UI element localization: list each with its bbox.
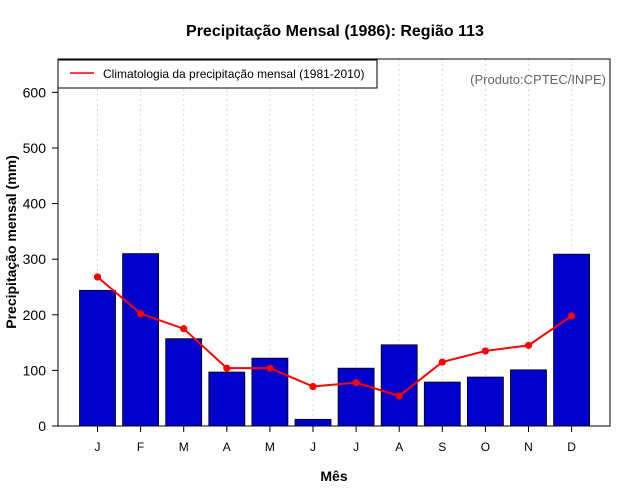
chart-title: Precipitação Mensal (1986): Região 113 — [186, 23, 484, 40]
plot-frame — [57, 58, 611, 427]
x-tick-label: O — [481, 440, 490, 454]
climatology-point-4 — [223, 364, 231, 372]
legend: Climatologia da precipitação mensal (198… — [57, 59, 378, 89]
bar-m-3 — [165, 338, 203, 427]
y-tick-label: 500 — [23, 140, 47, 156]
climatology-line — [96, 276, 573, 398]
climatology-point-11 — [524, 341, 533, 349]
legend-box — [57, 59, 378, 89]
x-tick-label: A — [223, 440, 231, 454]
climatology-point-9 — [438, 358, 446, 366]
climatology-point-3 — [180, 325, 188, 333]
climatology-point-1 — [93, 273, 102, 281]
y-tick-label: 300 — [23, 251, 47, 267]
bar-j-7 — [337, 367, 375, 427]
climatology-point-5 — [266, 364, 274, 372]
climatology-line-series — [93, 273, 576, 400]
x-tick-label: A — [395, 440, 403, 454]
legend-label: Climatologia da precipitação mensal (198… — [103, 67, 364, 81]
product-credit: (Produto:CPTEC/INPE) — [470, 72, 606, 87]
bar-n-11 — [510, 369, 547, 427]
x-tick-label: J — [353, 440, 359, 454]
y-axis: 0 100 200 300 400 500 600 — [23, 84, 58, 434]
x-tick-label: N — [524, 440, 533, 454]
bar-o-10 — [466, 376, 504, 427]
y-tick-label: 100 — [23, 362, 47, 378]
y-tick-label: 600 — [23, 84, 47, 100]
bar-series — [79, 253, 590, 427]
bar-j-1 — [79, 289, 116, 427]
climatology-point-6 — [309, 382, 317, 391]
bar-s-9 — [423, 381, 461, 427]
climatology-point-10 — [481, 347, 489, 355]
y-tick-label: 200 — [23, 307, 47, 323]
x-tick-label: M — [179, 440, 189, 454]
climatology-point-2 — [137, 310, 145, 318]
climatology-point-8 — [395, 392, 403, 400]
x-axis-label: Mês — [320, 468, 347, 484]
y-tick-label: 0 — [38, 418, 46, 434]
bar-f-2 — [122, 253, 159, 427]
bar-j-6 — [294, 418, 332, 427]
x-tick-label: D — [567, 440, 576, 454]
x-tick-label: F — [137, 440, 144, 454]
y-axis-label: Precipitação mensal (mm) — [3, 155, 19, 329]
x-tick-label: J — [95, 440, 101, 454]
bar-d-12 — [553, 253, 590, 427]
x-tick-label: S — [438, 440, 446, 454]
y-tick-label: 400 — [23, 196, 47, 212]
bar-a-4 — [208, 371, 246, 427]
climatology-point-7 — [352, 379, 360, 387]
x-tick-label: M — [265, 440, 275, 454]
climatology-point-12 — [568, 312, 576, 320]
x-tick-label: J — [310, 440, 316, 454]
